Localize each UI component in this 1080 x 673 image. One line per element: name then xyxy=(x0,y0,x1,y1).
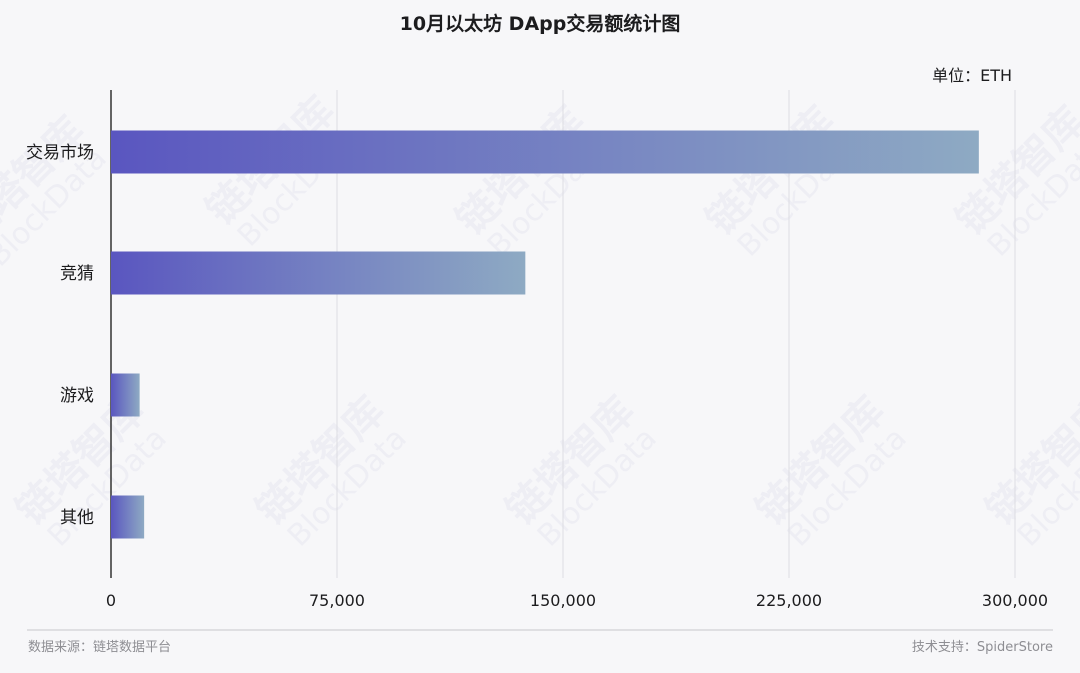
bar xyxy=(111,251,526,295)
bar xyxy=(111,495,145,539)
x-tick-label: 75,000 xyxy=(309,591,365,610)
y-category-label: 其他 xyxy=(60,508,94,528)
bar-layer xyxy=(111,130,979,539)
y-category-label: 游戏 xyxy=(60,386,94,406)
bar xyxy=(111,130,979,174)
chart-title: 10月以太坊 DApp交易额统计图 xyxy=(400,12,681,35)
x-tick-label: 225,000 xyxy=(756,591,822,610)
x-tick-label: 300,000 xyxy=(982,591,1048,610)
tech-support-text: 技术支持：SpiderStore xyxy=(911,640,1053,655)
y-category-label: 交易市场 xyxy=(26,143,94,163)
data-source-text: 数据来源：链塔数据平台 xyxy=(28,640,172,655)
bar xyxy=(111,373,140,417)
x-tick-label: 150,000 xyxy=(530,591,596,610)
unit-label: 单位：ETH xyxy=(932,66,1012,85)
x-tick-label: 0 xyxy=(106,591,116,610)
y-category-label: 竞猜 xyxy=(60,264,94,284)
